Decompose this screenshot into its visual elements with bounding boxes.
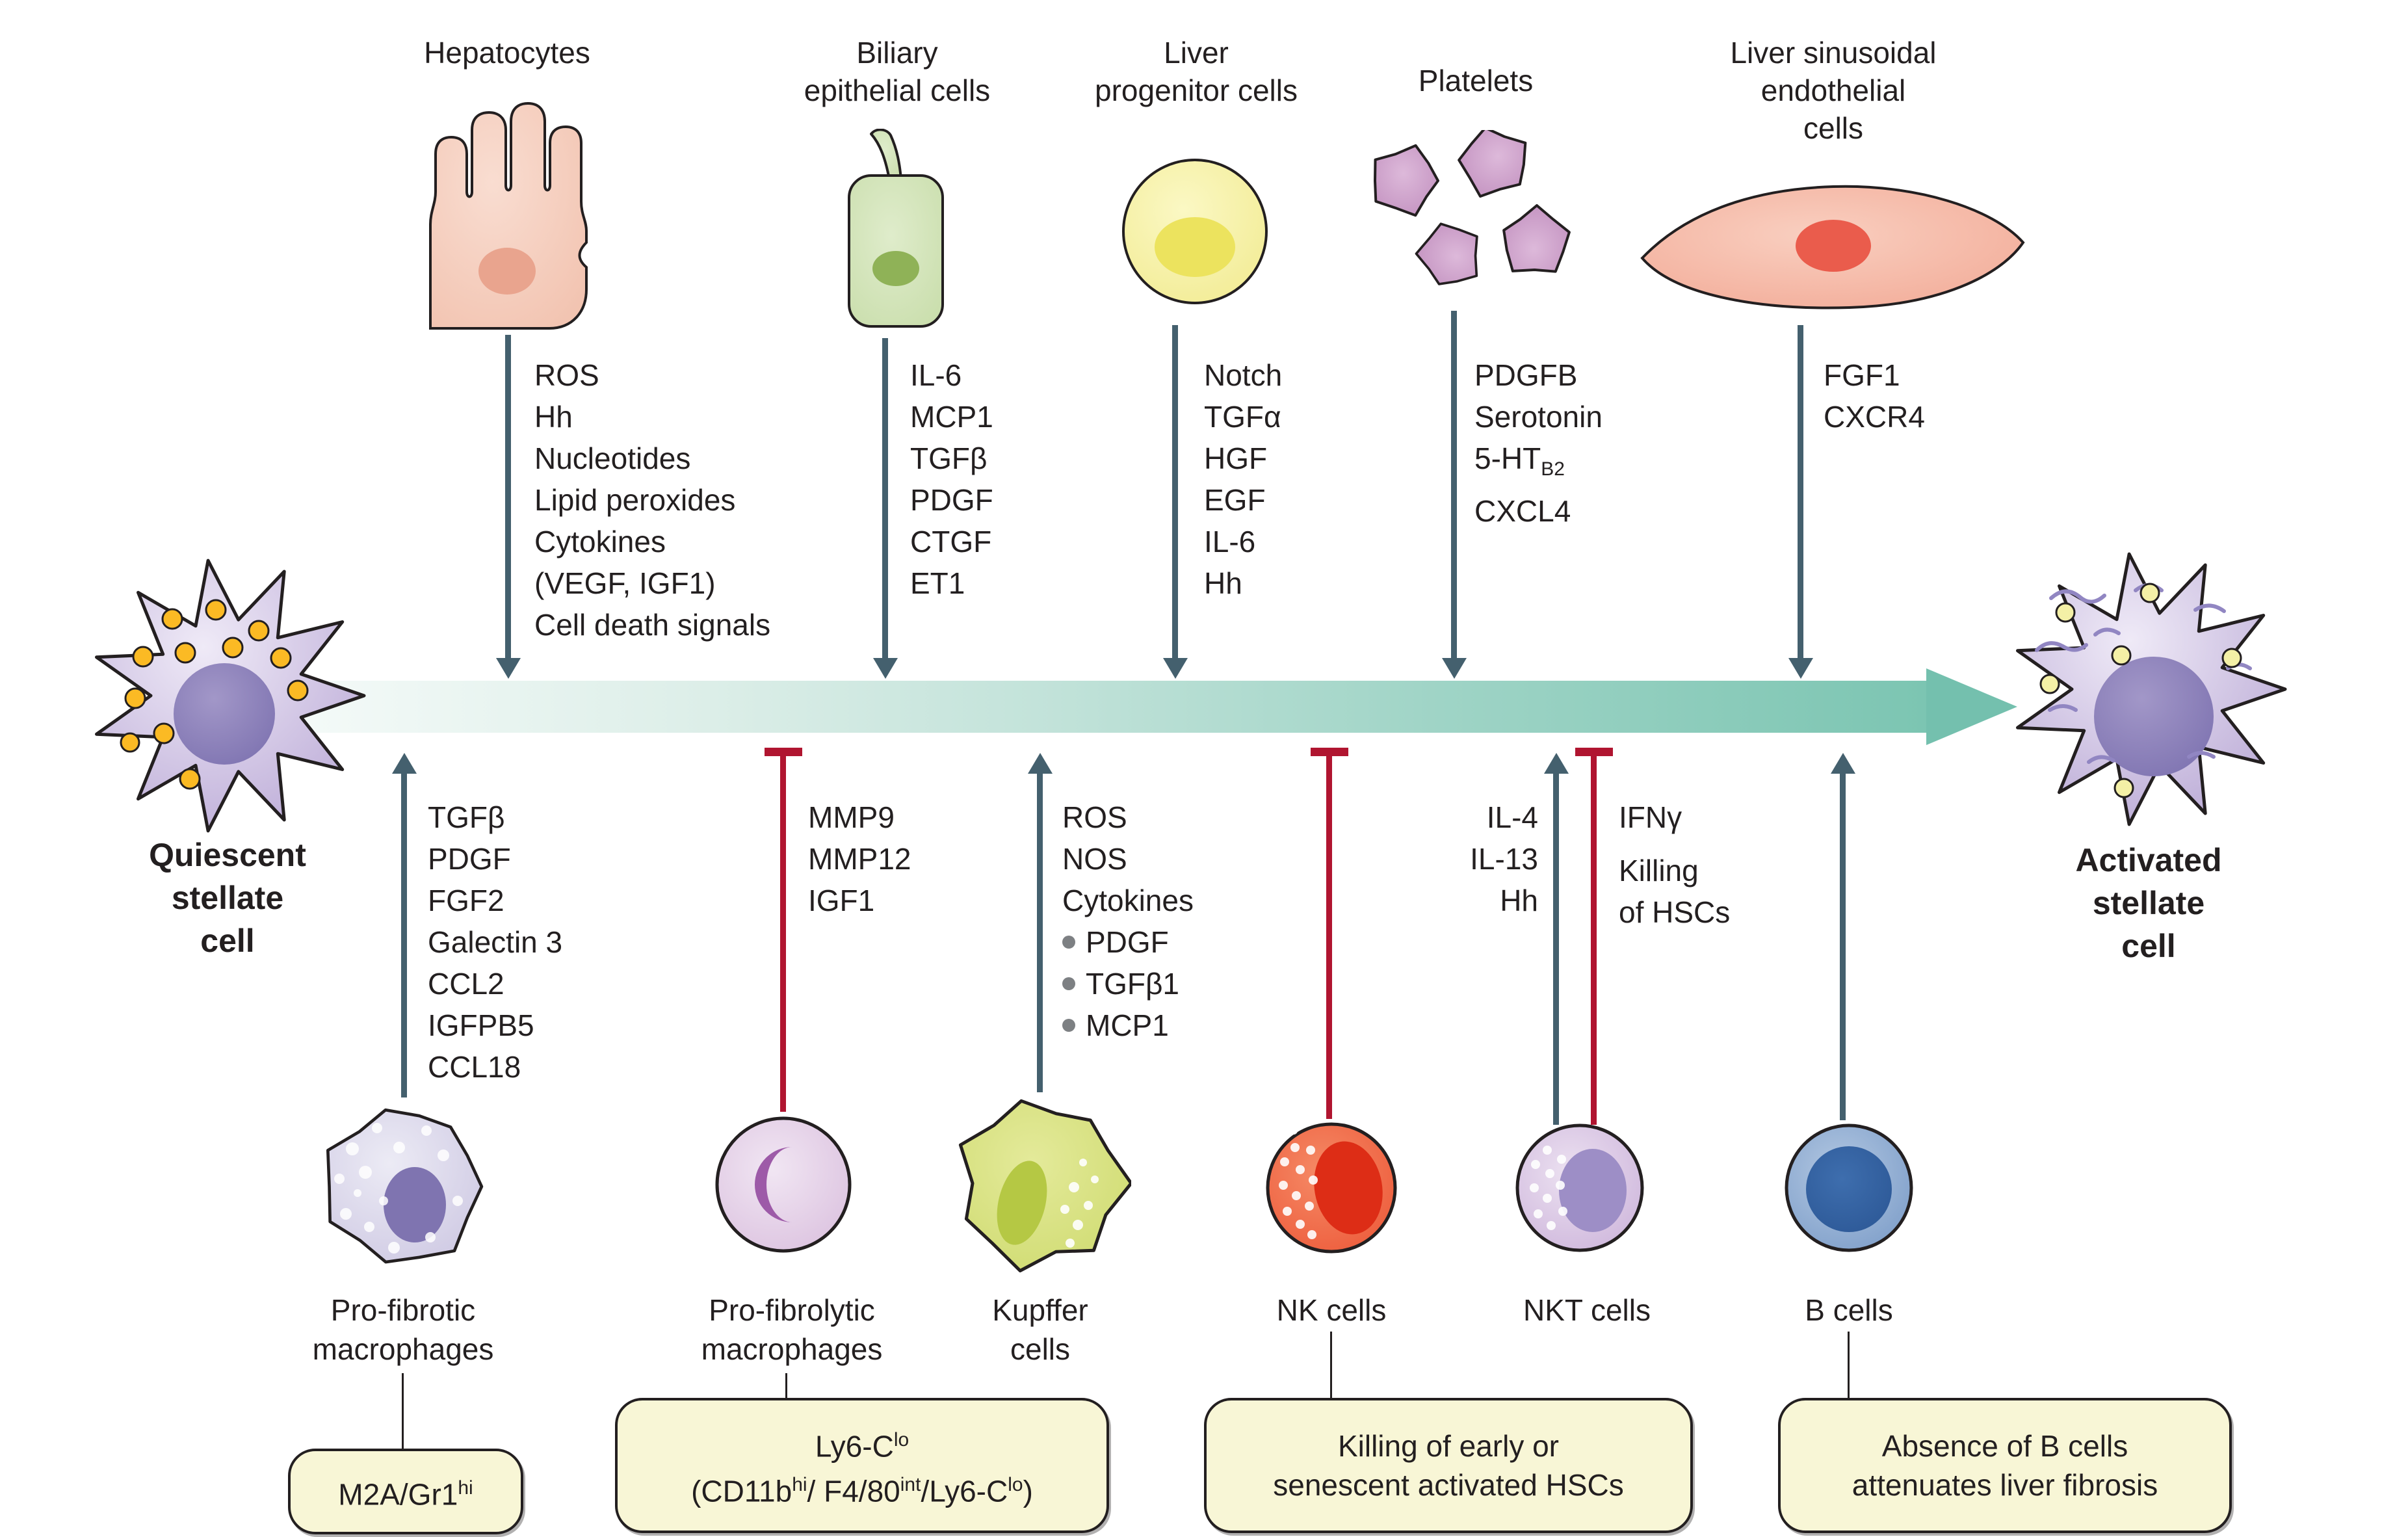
platelet-signal-arrow <box>1451 311 1457 660</box>
hepatocyte-nucleus <box>478 248 536 295</box>
kupffer-cell-nucleus <box>997 1161 1047 1245</box>
profibrolytic-box-connector <box>785 1373 787 1400</box>
nk-cell-nucleus <box>1314 1141 1383 1235</box>
biliary-signal-arrowhead-icon <box>873 658 898 679</box>
liver-sinusoidal-endothelial-cells-label: Liver sinusoidal endothelial cells <box>1730 36 1937 145</box>
nk-cells-label: NK cells <box>1276 1293 1387 1327</box>
profibrolytic-macrophage-nucleus <box>755 1147 792 1222</box>
nk-killing-note-box: Killing of early or senescent activated … <box>1204 1398 1693 1533</box>
hepatocyte-cell-icon <box>429 101 588 330</box>
quiescent-stellate-cell-icon <box>95 558 366 833</box>
hepatocytes-label: Hepatocytes <box>424 36 590 70</box>
m2a-gr1-note-box: M2A/Gr1hi <box>288 1449 523 1534</box>
progenitor-signal-arrow <box>1172 325 1178 660</box>
nkt-activating-signals-list: IL-4 IL-13 Hh <box>1470 800 1538 917</box>
bullet-icon <box>1062 935 1075 949</box>
profibrotic-macrophages-label: Pro-fibrotic macrophages <box>312 1293 494 1366</box>
profibrotic-macrophage-icon <box>326 1108 484 1264</box>
profibrotic-macrophage-nucleus <box>384 1167 446 1242</box>
kupffer-signal-arrow <box>1037 772 1043 1092</box>
quiescent-stellate-cell-label: Quiescent stellate cell <box>149 837 306 959</box>
profibrolytic-signals-list: MMP9 MMP12 IGF1 <box>808 800 911 917</box>
bcell-absence-note-box: Absence of B cells attenuates liver fibr… <box>1778 1398 2232 1533</box>
ly6c-note-box: Ly6-Clo (CD11bhi/ F4/80int/Ly6-Clo) <box>615 1398 1109 1533</box>
b-cells-label: B cells <box>1805 1293 1893 1327</box>
liver-progenitor-cell-icon <box>1122 159 1268 304</box>
nk-cell-icon <box>1266 1122 1397 1254</box>
biliary-epithelial-cells-label: Biliary epithelial cells <box>804 36 991 107</box>
lsec-signal-arrowhead-icon <box>1788 658 1813 679</box>
nkt-inhibiting-signals-list: IFNγ Killing of HSCs <box>1619 800 1731 929</box>
nk-inhibition-bar <box>1326 756 1332 1119</box>
bcell-signal-arrow <box>1840 772 1846 1120</box>
lsec-signal-arrow <box>1798 325 1803 660</box>
nk-inhibition-cap-icon <box>1311 748 1348 756</box>
nkt-inhibition-bar <box>1591 756 1597 1125</box>
bullet-icon <box>1062 977 1075 990</box>
profibrolytic-inhibition-cap-icon <box>765 748 802 756</box>
nkt-cells-label: NKT cells <box>1523 1293 1651 1327</box>
lipid-droplets <box>120 599 309 790</box>
progenitor-signal-arrowhead-icon <box>1163 658 1188 679</box>
kupffer-cell-icon <box>958 1099 1131 1272</box>
platelets-icon <box>1374 130 1571 285</box>
hepatocyte-signals-list: ROS Hh Nucleotides Lipid peroxides Cytok… <box>534 358 771 642</box>
biliary-cell-nucleus <box>872 251 919 286</box>
profibrotic-signal-arrow <box>401 772 407 1097</box>
activated-stellate-cell-label: Activated stellate cell <box>2075 842 2222 964</box>
bullet-icon <box>1062 1018 1075 1032</box>
nkt-inhibition-cap-icon <box>1575 748 1613 756</box>
lsec-signals-list: FGF1 CXCR4 <box>1824 358 1925 434</box>
profibrotic-signals-list: TGFβ PDGF FGF2 Galectin 3 CCL2 IGFPB5 CC… <box>428 800 563 1084</box>
profibrolytic-inhibition-bar <box>780 756 786 1112</box>
platelet-signal-arrowhead-icon <box>1442 658 1467 679</box>
liver-sinusoidal-endothelial-cell-icon <box>1640 185 2025 309</box>
granules <box>1279 1127 1318 1239</box>
vesicles <box>334 1123 463 1254</box>
platelets-label: Platelets <box>1418 64 1534 98</box>
quiescent-cell-nucleus <box>174 663 275 765</box>
biliary-epithelial-cell-icon <box>848 129 944 328</box>
biliary-signals-list: IL-6 MCP1 TGFβ PDGF CTGF ET1 <box>910 358 993 600</box>
serotonin-receptor-subscript: B2 <box>1541 458 1565 480</box>
activation-gradient-arrow-body <box>306 681 1926 733</box>
bcell-box-connector <box>1848 1332 1850 1399</box>
activated-stellate-cell-icon <box>2016 552 2287 826</box>
progenitor-cell-nucleus <box>1155 217 1235 277</box>
activated-cell-nucleus <box>2094 657 2214 776</box>
hepatocyte-signal-arrow <box>505 335 511 660</box>
liver-progenitor-cells-label: Liver progenitor cells <box>1095 36 1298 107</box>
residual-lipid-droplets <box>2039 583 2242 798</box>
nkt-signal-arrow <box>1553 772 1559 1125</box>
kupffer-signals-list: ROS NOS Cytokines PDGF TGFβ1 MCP1 <box>1062 800 1194 1042</box>
profibrotic-box-connector <box>402 1373 404 1450</box>
profibrolytic-macrophages-label: Pro-fibrolytic macrophages <box>701 1293 883 1366</box>
vesicles <box>1060 1159 1099 1248</box>
nkt-cell-nucleus <box>1559 1149 1627 1232</box>
nkt-cell-icon <box>1515 1123 1644 1252</box>
biliary-signal-arrow <box>882 338 888 660</box>
kupffer-cells-label: Kupffer cells <box>992 1293 1088 1366</box>
nkt-arrowhead-icon <box>1544 753 1569 774</box>
profibrolytic-macrophage-icon <box>715 1116 852 1253</box>
profibrotic-arrowhead-icon <box>392 753 417 774</box>
progenitor-signals-list: Notch TGFα HGF EGF IL-6 Hh <box>1204 358 1283 600</box>
granules <box>1530 1146 1567 1230</box>
b-cell-nucleus <box>1806 1146 1892 1232</box>
lsec-nucleus <box>1796 220 1871 272</box>
nk-box-connector <box>1330 1332 1332 1399</box>
hepatocyte-signal-arrowhead-icon <box>496 658 521 679</box>
b-cell-icon <box>1785 1123 1913 1252</box>
kupffer-arrowhead-icon <box>1028 753 1053 774</box>
activation-gradient-arrowhead-icon <box>1926 668 2017 745</box>
platelet-signals-list: PDGFB Serotonin 5-HTB2 CXCL4 <box>1474 358 1603 529</box>
bcell-arrowhead-icon <box>1831 753 1855 774</box>
